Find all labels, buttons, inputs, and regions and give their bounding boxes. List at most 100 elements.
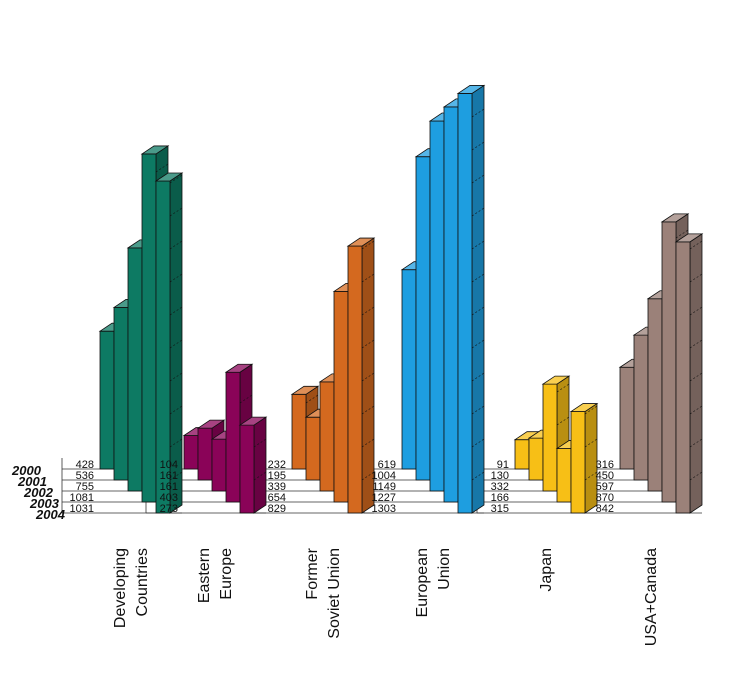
value-label: 166: [491, 492, 509, 504]
category-label: Countries: [134, 548, 151, 616]
bar-front: [141, 153, 157, 503]
bar-front: [211, 438, 227, 492]
bar-top: [224, 363, 254, 373]
bar-stripe: [361, 372, 375, 382]
bar: [569, 402, 599, 514]
bar-front: [183, 435, 199, 470]
bar-stripe: [556, 416, 570, 426]
bar-front: [291, 393, 307, 470]
bar-front: [239, 424, 255, 514]
bar-stripe: [675, 229, 689, 239]
bar: [238, 416, 268, 514]
bar-stripe: [361, 240, 375, 250]
value-label: 654: [268, 492, 286, 504]
bar-stripe: [361, 306, 375, 316]
bar-front: [401, 269, 417, 470]
value-label: 403: [160, 492, 178, 504]
bar-front: [113, 307, 129, 481]
bar-stripe: [361, 273, 375, 283]
bar-front: [305, 416, 321, 481]
bar-stripe: [471, 372, 485, 382]
bar-stripe: [689, 471, 703, 481]
bar-stripe: [689, 273, 703, 283]
bar-stripe: [471, 240, 485, 250]
value-label: 597: [596, 481, 614, 493]
value-labels: 4285367551081103110416116140327323219533…: [70, 459, 614, 515]
bar-stripe: [169, 438, 183, 448]
value-label: 316: [596, 459, 614, 471]
year-label: 2002: [23, 485, 54, 500]
bar-front: [443, 106, 459, 503]
year-label: 2000: [11, 463, 42, 478]
bar-stripe: [169, 372, 183, 382]
value-label: 870: [596, 492, 614, 504]
bar-stripe: [471, 405, 485, 415]
bar-front: [429, 120, 445, 492]
bar-stripe: [155, 163, 169, 173]
bar-stripe: [361, 471, 375, 481]
group-usa-canada: [618, 213, 704, 514]
bar-top: [456, 85, 486, 94]
bar-side: [689, 233, 703, 514]
bar-stripe: [361, 438, 375, 448]
bar-front: [675, 241, 691, 514]
bar-stripe: [361, 339, 375, 349]
bar: [346, 237, 376, 514]
bar-stripe: [169, 207, 183, 217]
bar-front: [633, 334, 649, 481]
bar-top: [660, 213, 690, 223]
value-label: 104: [160, 459, 178, 471]
bar-stripe: [169, 240, 183, 250]
value-label: 755: [76, 481, 94, 493]
bar-top: [238, 416, 268, 426]
bar-front: [347, 245, 363, 514]
bar-top: [569, 403, 599, 412]
value-label: 450: [596, 470, 614, 482]
bar-stripe: [169, 273, 183, 283]
group-european-union: [400, 84, 486, 514]
bar-stripe: [305, 394, 319, 404]
group-japan: [513, 375, 599, 514]
bar-front: [197, 427, 213, 481]
value-label: 273: [160, 503, 178, 515]
category-label: Japan: [538, 548, 555, 592]
group-former-soviet-union: [290, 237, 376, 514]
bar-front: [514, 439, 530, 470]
year-label: 2003: [29, 496, 60, 511]
bar-front: [619, 366, 635, 470]
bar-stripe: [169, 339, 183, 349]
bar-stripe: [253, 471, 267, 481]
value-label: 130: [491, 470, 509, 482]
bar-stripe: [471, 207, 485, 217]
value-label: 315: [491, 503, 509, 515]
category-label: Eastern: [196, 548, 213, 603]
year-label: 2001: [17, 474, 47, 489]
bar: [456, 84, 486, 514]
bar-stripe: [471, 339, 485, 349]
value-label: 1149: [372, 481, 396, 493]
bar-side: [253, 416, 267, 514]
bar-stripe: [361, 405, 375, 415]
bar-top: [346, 237, 376, 247]
value-label: 536: [76, 470, 94, 482]
bar-front: [542, 383, 558, 492]
group-eastern-europe: [182, 363, 268, 514]
value-label: 232: [268, 459, 286, 471]
bar-stripe: [169, 405, 183, 415]
bar-front: [127, 247, 143, 492]
year-label: 2004: [35, 507, 66, 522]
bar-stripe: [584, 438, 598, 448]
bar-top: [541, 375, 571, 385]
bar-stripe: [471, 273, 485, 283]
category-label: Former: [304, 547, 321, 599]
bar-stripe: [689, 306, 703, 316]
bar-stripe: [556, 383, 570, 393]
bar-front: [225, 371, 241, 503]
bar-stripe: [471, 306, 485, 316]
bar-front: [556, 448, 572, 503]
value-label: 829: [268, 503, 286, 515]
bar-front: [99, 330, 115, 470]
category-label: European: [414, 548, 431, 617]
bar-front: [319, 381, 335, 492]
